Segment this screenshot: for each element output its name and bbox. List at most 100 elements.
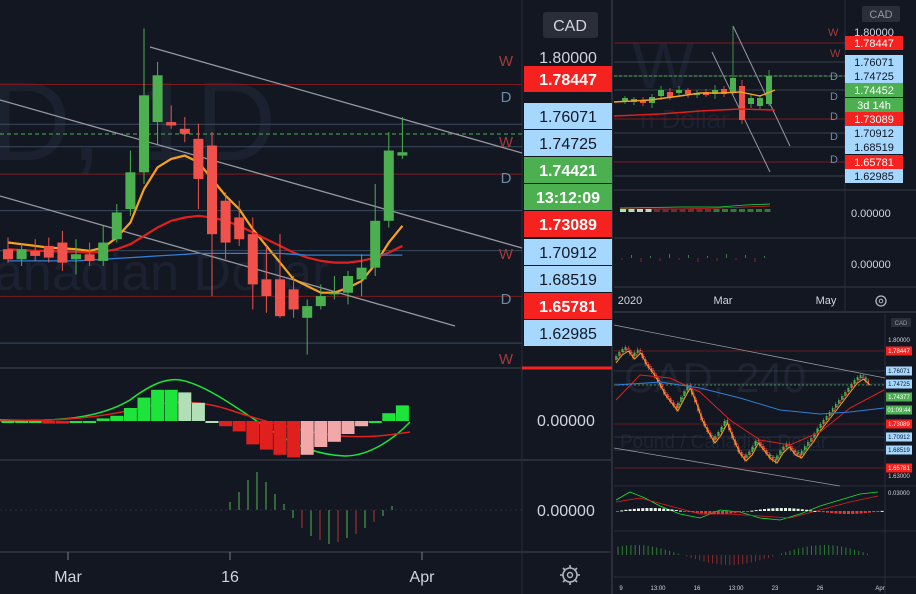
candle-body[interactable]	[746, 456, 749, 458]
candle-body[interactable]	[714, 436, 716, 440]
candle-body[interactable]	[847, 388, 849, 392]
candle-body[interactable]	[796, 452, 798, 456]
candle-body[interactable]	[676, 90, 682, 93]
candle-body[interactable]	[3, 249, 13, 260]
candle-body[interactable]	[841, 396, 843, 400]
candle-body[interactable]	[720, 427, 723, 432]
candle-body[interactable]	[715, 438, 718, 439]
candle-body[interactable]	[827, 418, 829, 419]
candle-body[interactable]	[769, 455, 772, 456]
candle-body[interactable]	[850, 384, 853, 388]
candle-body[interactable]	[640, 100, 646, 103]
candle-body[interactable]	[833, 410, 836, 411]
candle-body[interactable]	[370, 220, 381, 268]
candle-body[interactable]	[748, 451, 750, 456]
candle-body[interactable]	[717, 432, 719, 436]
candle-body[interactable]	[807, 442, 809, 446]
candle-body[interactable]	[865, 378, 868, 380]
candle-body[interactable]	[684, 392, 687, 394]
candle-body[interactable]	[658, 90, 664, 96]
candle-body[interactable]	[179, 128, 190, 134]
candle-body[interactable]	[751, 447, 753, 452]
candle-body[interactable]	[774, 459, 777, 462]
candle-body[interactable]	[828, 412, 831, 416]
candle-body[interactable]	[647, 364, 650, 368]
candle-body[interactable]	[773, 457, 775, 458]
candle-body[interactable]	[851, 386, 854, 387]
candle-body[interactable]	[723, 421, 726, 426]
candle-body[interactable]	[689, 385, 692, 387]
candle-body[interactable]	[84, 254, 95, 261]
candle-body[interactable]	[315, 296, 326, 307]
candle-body[interactable]	[632, 354, 634, 358]
candle-body[interactable]	[797, 452, 800, 454]
candle-body[interactable]	[220, 200, 231, 243]
candle-body[interactable]	[329, 292, 340, 295]
candle-body[interactable]	[638, 351, 641, 353]
price-axis[interactable]: 1.80000 1.78447 1.76071 1.74725 1.74421 13:12…	[524, 50, 612, 346]
candle-body[interactable]	[759, 442, 761, 446]
candle-body[interactable]	[667, 396, 670, 397]
candle-body[interactable]	[626, 349, 628, 350]
candle-body[interactable]	[834, 404, 837, 408]
candle-body[interactable]	[785, 443, 788, 448]
candle-body[interactable]	[207, 145, 217, 235]
candle-body[interactable]	[692, 392, 695, 395]
oscillator-pane[interactable]	[0, 472, 522, 544]
candle-body[interactable]	[861, 377, 863, 378]
candles[interactable]	[3, 28, 408, 355]
candle-body[interactable]	[771, 457, 774, 460]
candle-body[interactable]	[30, 250, 41, 256]
candle-body[interactable]	[816, 428, 818, 434]
candle-body[interactable]	[760, 444, 763, 445]
candle-body[interactable]	[757, 440, 760, 441]
candle-body[interactable]	[757, 98, 763, 106]
candle-body[interactable]	[275, 279, 285, 317]
candle-body[interactable]	[848, 390, 851, 391]
candle-body[interactable]	[813, 433, 815, 439]
candle-body[interactable]	[867, 380, 870, 385]
candle-body[interactable]	[825, 416, 828, 420]
candle-body[interactable]	[649, 366, 651, 367]
candle-body[interactable]	[698, 409, 701, 412]
candle-body[interactable]	[615, 356, 617, 360]
candle-body[interactable]	[704, 424, 707, 425]
candle-body[interactable]	[790, 446, 792, 450]
candle-body[interactable]	[802, 452, 805, 454]
candle-body[interactable]	[763, 448, 766, 449]
candle-body[interactable]	[57, 242, 68, 263]
candle-body[interactable]	[622, 98, 628, 101]
candle-body[interactable]	[824, 422, 826, 423]
candle-body[interactable]	[858, 379, 860, 380]
candle-body[interactable]	[152, 75, 163, 123]
candle-body[interactable]	[683, 391, 685, 396]
candle-body[interactable]	[814, 435, 817, 436]
candle-body[interactable]	[838, 400, 840, 404]
candle-body[interactable]	[732, 436, 735, 438]
candle-body[interactable]	[247, 234, 258, 285]
candle-body[interactable]	[839, 402, 842, 403]
candle-body[interactable]	[800, 450, 803, 455]
candle-body[interactable]	[655, 375, 658, 376]
candle-body[interactable]	[742, 454, 744, 455]
candle-body[interactable]	[98, 242, 109, 261]
candle-body[interactable]	[636, 349, 639, 354]
candle-body[interactable]	[686, 385, 688, 391]
candle-body[interactable]	[633, 352, 636, 357]
candle-body[interactable]	[844, 392, 846, 396]
candle-body[interactable]	[793, 450, 795, 454]
candle-body[interactable]	[666, 394, 668, 398]
candle-body[interactable]	[111, 212, 122, 240]
candle-body[interactable]	[356, 267, 367, 280]
candle-body[interactable]	[718, 434, 721, 435]
candle-body[interactable]	[765, 450, 767, 454]
candle-body[interactable]	[740, 452, 743, 456]
candle-body[interactable]	[681, 398, 684, 399]
candle-body[interactable]	[752, 448, 755, 449]
candle-body[interactable]	[678, 404, 681, 405]
candle-body[interactable]	[859, 375, 862, 378]
candle-body[interactable]	[652, 370, 654, 371]
candle-body[interactable]	[343, 276, 353, 293]
candle-body[interactable]	[721, 428, 724, 429]
